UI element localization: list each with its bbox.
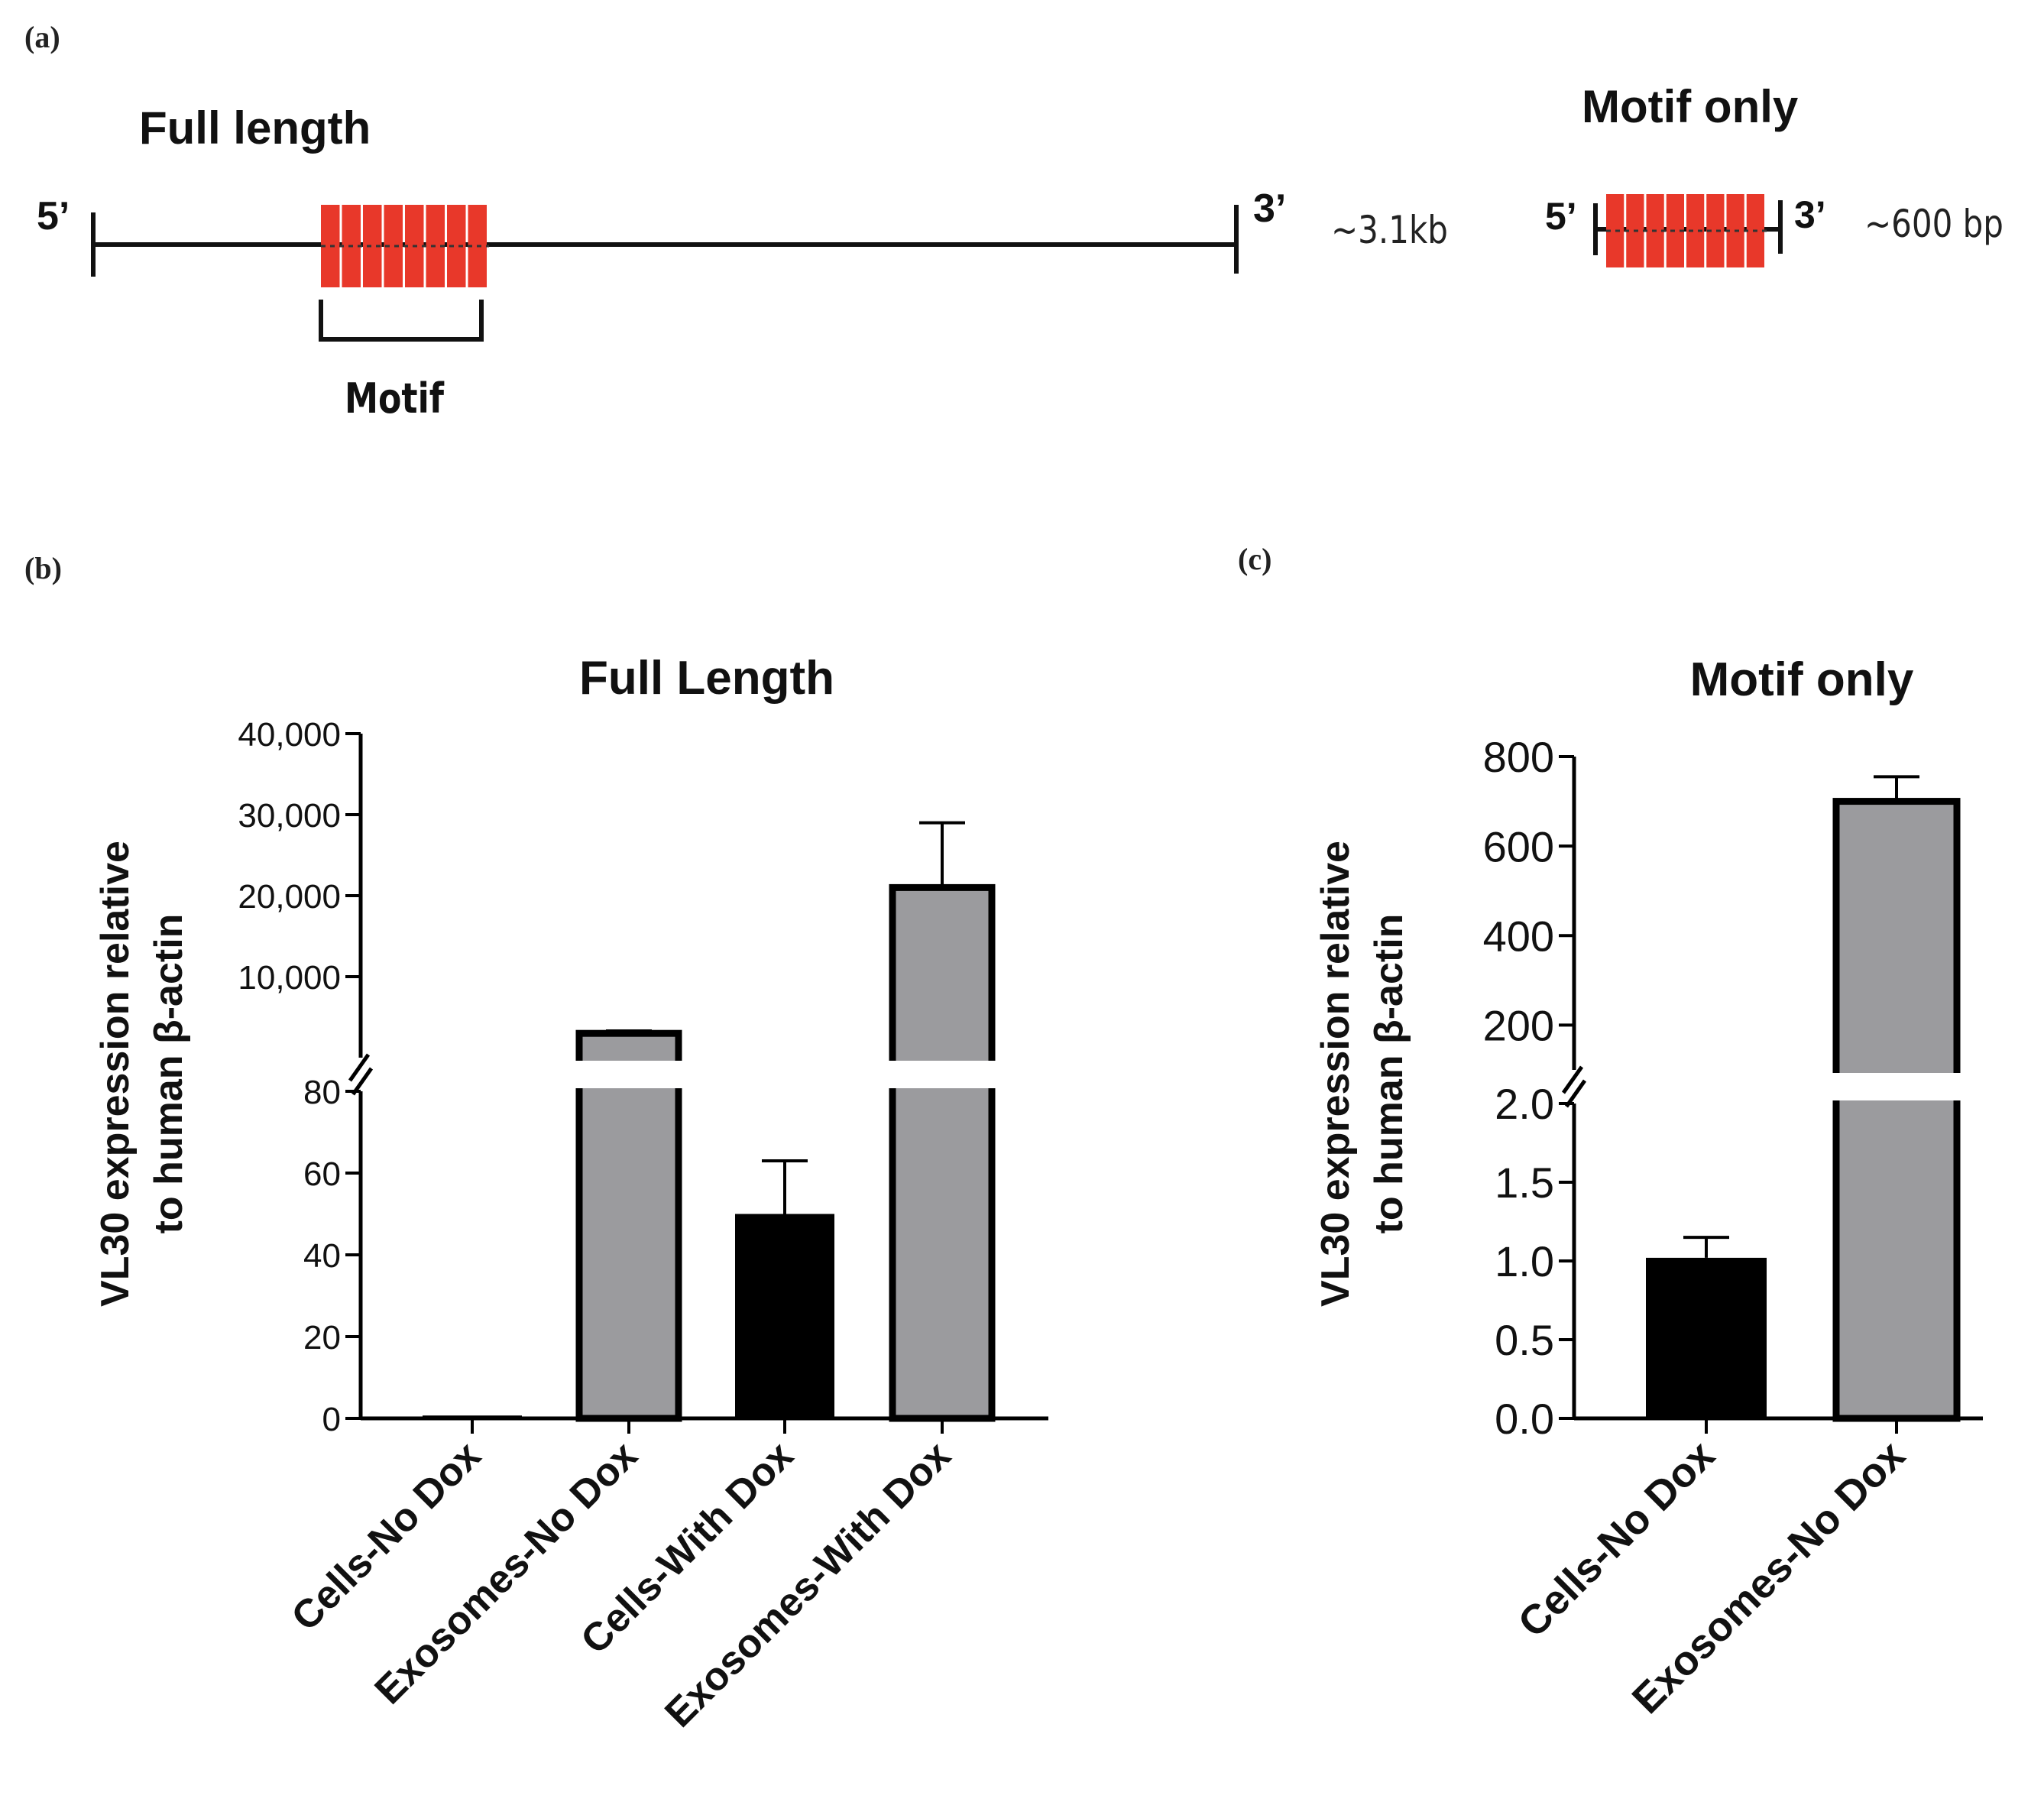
bar bbox=[735, 1214, 834, 1418]
x-category-label: Cells-No Dox bbox=[1509, 1432, 1723, 1646]
y-tick-label: 10,000 bbox=[238, 959, 341, 997]
bar-break-gap bbox=[573, 1061, 685, 1088]
panel-label-c: (c) bbox=[1238, 542, 1271, 576]
chart-title: Motif only bbox=[1690, 653, 1914, 706]
bar bbox=[1832, 798, 1961, 1422]
y-axis-label-line1: VL30 expression relative bbox=[93, 841, 138, 1307]
full-length-3prime-label: 3’ bbox=[1253, 186, 1286, 231]
motif-only-diagram: Motif only 5’ 3’ ~600 bp bbox=[1545, 81, 2004, 267]
y-tick-label: 600 bbox=[1483, 822, 1554, 870]
bar bbox=[1646, 1257, 1767, 1418]
full-length-size-label: ~3.1kb bbox=[1331, 207, 1448, 251]
motif-label: Motif bbox=[345, 374, 445, 423]
y-tick-label: 80 bbox=[303, 1074, 341, 1111]
y-axis-label-line2: to human β-actin bbox=[147, 914, 191, 1234]
full-length-motif-block bbox=[321, 205, 489, 287]
x-category-label: Exosomes-With Dox bbox=[656, 1433, 959, 1736]
bar bbox=[575, 1029, 682, 1422]
full-length-title: Full length bbox=[139, 102, 371, 154]
bar-break-gap bbox=[1830, 1073, 1963, 1100]
motif-only-motif-block bbox=[1606, 194, 1767, 267]
y-tick-label: 2.0 bbox=[1495, 1080, 1554, 1128]
x-category-label: Exosomes-No Dox bbox=[367, 1433, 646, 1713]
chart-title: Full Length bbox=[579, 652, 834, 705]
full-length-diagram: Full length 5’ Motif 3’ ~3.1kb bbox=[37, 102, 1448, 423]
y-tick-label: 800 bbox=[1483, 733, 1554, 781]
motif-only-3prime-label: 3’ bbox=[1794, 193, 1826, 236]
motif-segment bbox=[1706, 194, 1725, 267]
full-length-5prime-label: 5’ bbox=[37, 194, 70, 238]
axis-break-mark bbox=[348, 1053, 371, 1082]
panel-label-a: (a) bbox=[24, 20, 60, 54]
motif-segment bbox=[1606, 194, 1625, 267]
motif-only-size-label: ~600 bp bbox=[1864, 201, 2004, 245]
panel-label-b: (b) bbox=[24, 551, 62, 585]
y-tick-label: 200 bbox=[1483, 1002, 1554, 1050]
y-tick-label: 20,000 bbox=[238, 878, 341, 916]
y-tick-label: 400 bbox=[1483, 912, 1554, 960]
y-tick-label: 0.5 bbox=[1495, 1316, 1554, 1364]
plot-area: 02040608010,00020,00030,00040,000Cells-N… bbox=[238, 716, 1048, 1736]
y-axis-label-line1: VL30 expression relative bbox=[1314, 841, 1358, 1307]
chart-full-length: Full Length VL30 expression relative to … bbox=[93, 652, 1048, 1736]
bar bbox=[423, 1415, 522, 1418]
motif-segment bbox=[1666, 194, 1684, 267]
y-tick-label: 20 bbox=[303, 1319, 341, 1356]
motif-only-title: Motif only bbox=[1582, 81, 1799, 132]
y-tick-label: 40 bbox=[303, 1237, 341, 1275]
motif-only-5prime-label: 5’ bbox=[1545, 195, 1577, 238]
bar-break-gap bbox=[886, 1061, 998, 1088]
y-axis-label-line2: to human β-actin bbox=[1367, 914, 1411, 1234]
y-tick-label: 0 bbox=[322, 1401, 341, 1438]
y-tick-label: 1.0 bbox=[1495, 1237, 1554, 1285]
axis-break-mark bbox=[1561, 1065, 1584, 1094]
motif-bracket bbox=[319, 300, 484, 342]
y-tick-label: 60 bbox=[303, 1155, 341, 1193]
y-tick-label: 40,000 bbox=[238, 716, 341, 754]
y-tick-label: 1.5 bbox=[1495, 1159, 1554, 1207]
motif-segment bbox=[1686, 194, 1705, 267]
y-tick-label: 30,000 bbox=[238, 797, 341, 835]
y-tick-label: 0.0 bbox=[1495, 1395, 1554, 1443]
chart-motif-only: Motif only VL30 expression relative to h… bbox=[1314, 653, 1983, 1723]
bar bbox=[889, 883, 996, 1422]
